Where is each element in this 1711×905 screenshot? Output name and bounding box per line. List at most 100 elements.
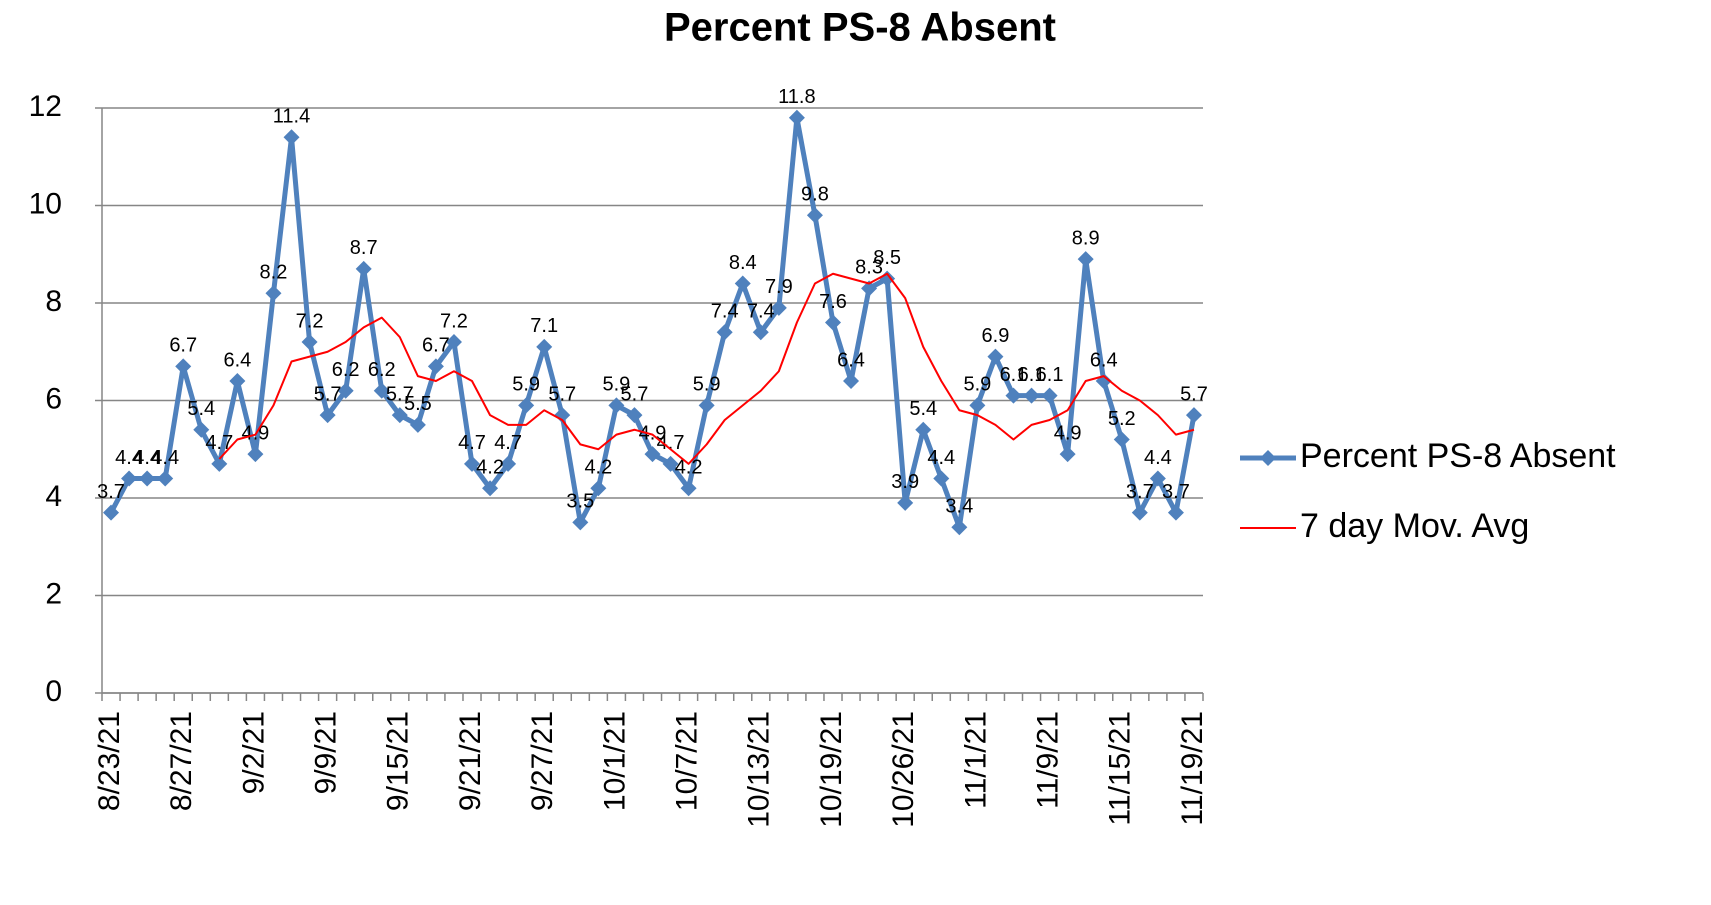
data-point xyxy=(879,270,896,287)
data-point xyxy=(734,275,751,292)
data-point xyxy=(933,470,950,487)
y-tick-label: 12 xyxy=(29,90,62,123)
data-point xyxy=(103,504,120,521)
data-label: 5.9 xyxy=(602,374,630,396)
data-point xyxy=(824,314,841,331)
data-point xyxy=(752,324,769,341)
data-label: 3.9 xyxy=(891,471,919,493)
data-label: 7.4 xyxy=(711,301,739,323)
x-tick-label: 11/9/21 xyxy=(1032,711,1065,809)
data-point xyxy=(680,480,697,497)
data-label: 8.3 xyxy=(855,257,883,279)
data-label: 5.9 xyxy=(963,374,991,396)
chart-title: Percent PS-8 Absent xyxy=(664,6,1056,50)
data-label: 4.4 xyxy=(151,447,179,469)
data-point xyxy=(1185,407,1202,424)
data-label: 9.8 xyxy=(801,184,829,206)
x-tick-label: 11/19/21 xyxy=(1176,711,1209,826)
x-tick-label: 11/15/21 xyxy=(1104,711,1137,826)
data-label: 8.2 xyxy=(260,262,288,284)
data-label: 5.7 xyxy=(548,383,576,405)
data-label: 5.4 xyxy=(909,398,937,420)
data-point xyxy=(139,470,156,487)
data-point xyxy=(554,407,571,424)
x-tick-label: 8/27/21 xyxy=(165,711,198,811)
data-label: 4.7 xyxy=(205,432,233,454)
data-label: 8.7 xyxy=(350,237,378,259)
data-point xyxy=(770,299,787,316)
data-label: 6.4 xyxy=(223,349,251,371)
data-label: 6.1 xyxy=(1036,364,1064,386)
data-point xyxy=(337,382,354,399)
legend-label: 7 day Mov. Avg xyxy=(1300,507,1529,545)
data-point xyxy=(951,519,968,536)
data-label: 7.4 xyxy=(747,301,775,323)
data-point xyxy=(1041,387,1058,404)
data-label: 5.7 xyxy=(621,383,649,405)
data-label: 6.4 xyxy=(1090,349,1118,371)
data-point xyxy=(608,397,625,414)
data-label: 4.2 xyxy=(675,457,703,479)
data-label: 4.4 xyxy=(927,447,955,469)
data-label: 3.7 xyxy=(1162,481,1190,503)
data-label: 4.4 xyxy=(115,447,143,469)
data-label: 6.1 xyxy=(1000,364,1028,386)
data-label: 6.9 xyxy=(982,325,1010,347)
data-point xyxy=(590,480,607,497)
y-tick-label: 10 xyxy=(29,187,62,220)
data-point xyxy=(987,348,1004,365)
data-label: 5.9 xyxy=(693,374,721,396)
data-point xyxy=(409,416,426,433)
data-label: 5.7 xyxy=(314,383,342,405)
data-point xyxy=(1023,387,1040,404)
data-label: 8.5 xyxy=(873,247,901,269)
data-point xyxy=(698,397,715,414)
data-point xyxy=(229,373,246,389)
data-label: 5.4 xyxy=(187,398,215,420)
data-label: 6.7 xyxy=(169,335,197,357)
data-point xyxy=(1059,446,1076,463)
data-point xyxy=(193,421,210,438)
data-label: 6.2 xyxy=(368,359,396,381)
data-label: 6.2 xyxy=(332,359,360,381)
data-point xyxy=(121,470,138,487)
data-label: 7.2 xyxy=(296,310,324,332)
data-point xyxy=(301,334,318,350)
y-tick-label: 6 xyxy=(45,382,62,415)
data-point xyxy=(211,455,228,472)
data-label: 4.2 xyxy=(584,457,612,479)
data-point xyxy=(861,280,878,297)
x-tick-label: 10/7/21 xyxy=(671,711,704,811)
data-label: 3.5 xyxy=(566,491,594,513)
data-point xyxy=(644,446,661,463)
x-tick-label: 8/23/21 xyxy=(93,711,126,811)
data-label: 4.4 xyxy=(133,447,161,469)
data-point xyxy=(536,338,553,355)
data-label: 5.5 xyxy=(404,393,432,415)
data-label: 5.9 xyxy=(512,374,540,396)
data-point xyxy=(806,207,823,224)
data-label: 6.1 xyxy=(1018,364,1046,386)
data-point xyxy=(283,129,300,146)
data-point xyxy=(716,324,733,341)
y-tick-label: 2 xyxy=(45,577,62,610)
legend-marker xyxy=(1260,450,1276,466)
data-label: 4.2 xyxy=(476,457,504,479)
data-point xyxy=(1077,251,1094,268)
data-point xyxy=(427,358,444,375)
data-point xyxy=(626,407,643,424)
data-label: 4.9 xyxy=(1054,422,1082,444)
data-label: 7.2 xyxy=(440,310,468,332)
x-tick-label: 10/13/21 xyxy=(743,711,776,828)
data-label: 5.2 xyxy=(1108,408,1136,430)
data-label: 4.4 xyxy=(1144,447,1172,469)
data-point xyxy=(391,407,408,424)
y-tick-label: 0 xyxy=(45,675,62,708)
data-label: 4.9 xyxy=(639,422,667,444)
data-point xyxy=(1131,504,1148,521)
data-point xyxy=(788,109,805,126)
x-tick-label: 9/9/21 xyxy=(310,711,343,794)
data-label: 7.6 xyxy=(819,291,847,313)
data-label: 7.9 xyxy=(765,276,793,298)
